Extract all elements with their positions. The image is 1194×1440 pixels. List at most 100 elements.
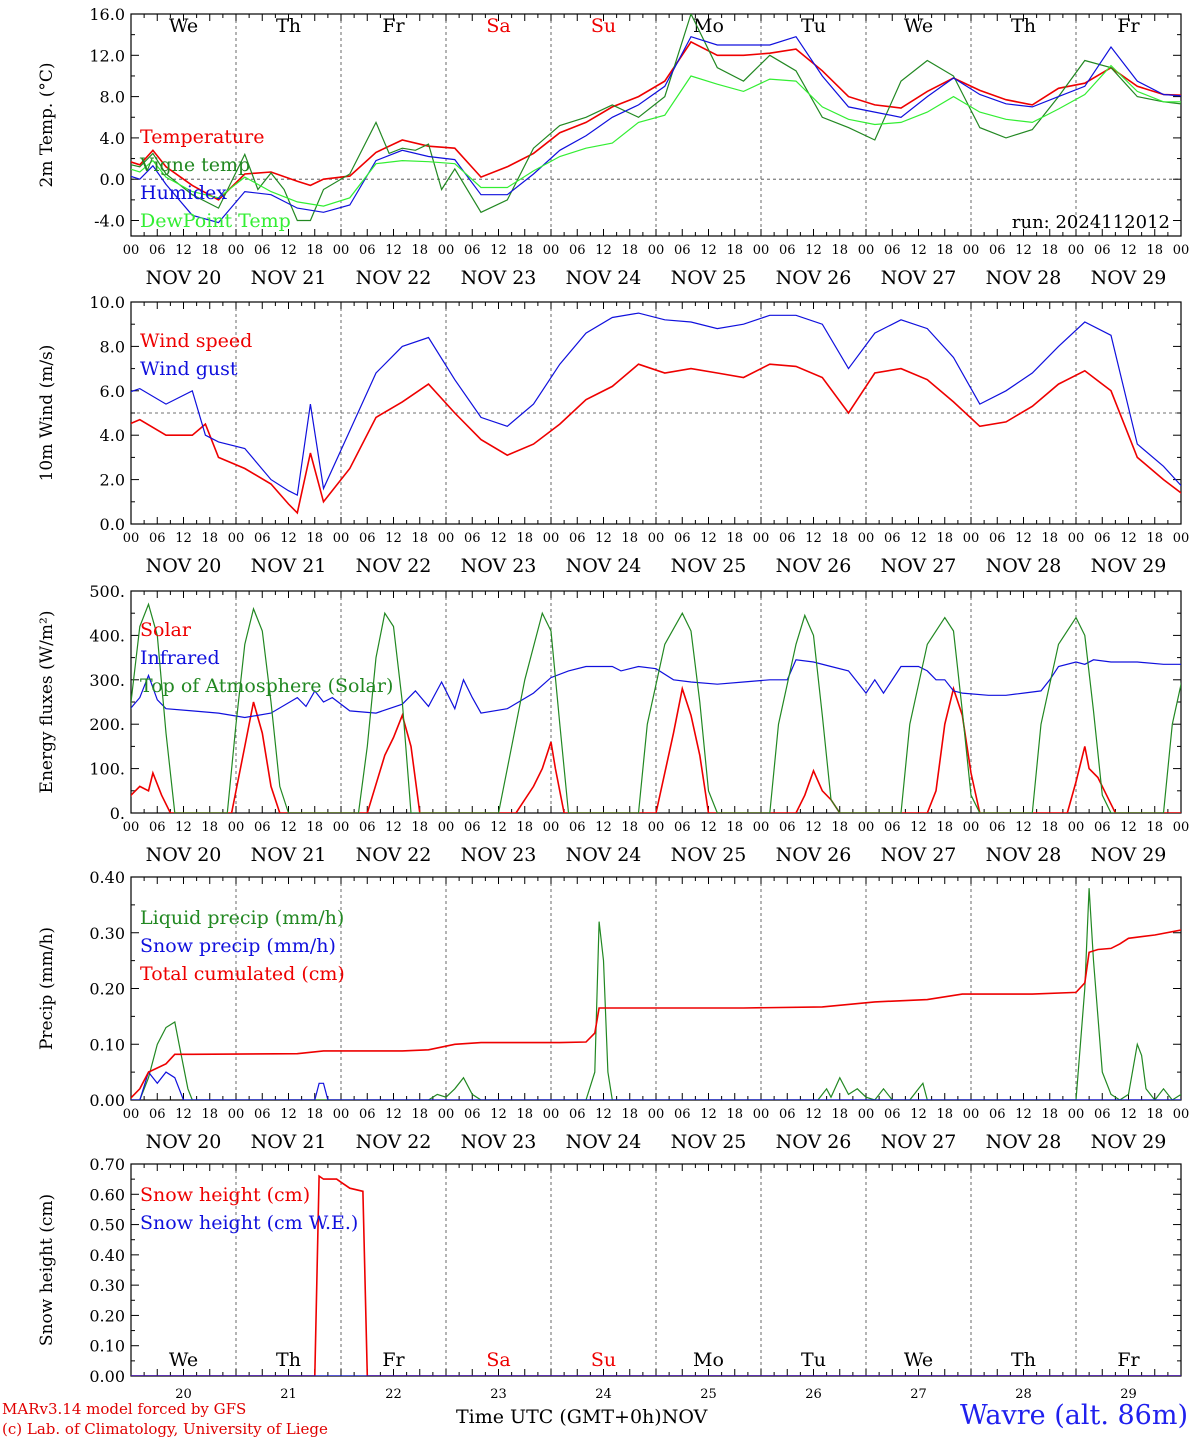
day-number-label: 28 <box>1015 1387 1032 1402</box>
date-label: NOV 23 <box>461 1131 537 1153</box>
hour-tick-label: 00 <box>1068 820 1085 835</box>
legend-entry: Wind gust <box>140 358 238 380</box>
hour-tick-label: 00 <box>858 243 875 258</box>
hour-tick-label: 12 <box>1015 1107 1032 1122</box>
series-line <box>131 888 1181 1100</box>
hour-tick-label: 18 <box>306 820 323 835</box>
date-label: NOV 25 <box>671 267 747 289</box>
hour-tick-label: 06 <box>779 531 796 546</box>
legend-entry: Top of Atmosphere (Solar) <box>140 675 393 697</box>
hour-tick-label: 06 <box>254 1107 271 1122</box>
hour-tick-label: 00 <box>1068 531 1085 546</box>
hour-tick-label: 06 <box>674 531 691 546</box>
hour-tick-label: 06 <box>569 531 586 546</box>
hour-tick-label: 18 <box>201 243 218 258</box>
hour-tick-label: 00 <box>963 243 980 258</box>
date-label: NOV 29 <box>1091 1131 1167 1153</box>
y-tick-label: 0.40 <box>89 1246 125 1265</box>
hour-tick-label: 00 <box>648 243 665 258</box>
weekday-label: Th <box>1011 15 1036 37</box>
hour-tick-label: 00 <box>858 1107 875 1122</box>
y-tick-label: 0.00 <box>89 1367 125 1386</box>
legend-entry: Snow height (cm W.E.) <box>140 1212 358 1234</box>
hour-tick-label: 12 <box>805 243 822 258</box>
run-label: run: 2024112012 <box>1012 212 1170 233</box>
hour-tick-label: 06 <box>464 531 481 546</box>
hour-tick-label: 00 <box>543 1107 560 1122</box>
hour-tick-label: 00 <box>123 820 140 835</box>
hour-tick-label: 12 <box>385 1107 402 1122</box>
time-axis-title: Time UTC (GMT+0h) <box>456 1406 662 1428</box>
hour-tick-label: 12 <box>490 1107 507 1122</box>
hour-tick-label: 00 <box>438 1107 455 1122</box>
hour-tick-label: 12 <box>700 531 717 546</box>
hour-tick-label: 18 <box>1146 820 1163 835</box>
y-tick-label: 0.0 <box>100 170 125 189</box>
panel-5: 0.00 0.10 0.20 0.30 0.40 0.50 0.60 0.70 Snow hei… <box>37 1155 1182 1402</box>
date-label: NOV 29 <box>1091 267 1167 289</box>
weekday-label: We <box>904 1349 933 1371</box>
hour-tick-label: 00 <box>333 1107 350 1122</box>
date-label: NOV 28 <box>986 1131 1062 1153</box>
weekday-label: Su <box>591 1349 616 1371</box>
y-axis-label: 10m Wind (m/s) <box>37 345 57 482</box>
hour-tick-label: 00 <box>438 820 455 835</box>
station-name: Wavre (alt. 86m) <box>960 1400 1188 1431</box>
weekday-label: Sa <box>486 15 510 37</box>
date-label: NOV 26 <box>776 555 852 577</box>
hour-tick-label: 06 <box>779 243 796 258</box>
weekday-label: Sa <box>486 1349 510 1371</box>
hour-tick-label: 12 <box>175 1107 192 1122</box>
panel-3: 0. 100. 200. 300. 400. 500. Energy fluxes (W/m… <box>37 582 1190 866</box>
hour-tick-label: 00 <box>963 531 980 546</box>
y-axis-label: Energy fluxes (W/m²) <box>37 611 57 794</box>
hour-tick-label: 12 <box>1120 531 1137 546</box>
hour-tick-label: 00 <box>1173 820 1190 835</box>
date-label: NOV 27 <box>881 844 957 866</box>
hour-tick-label: 06 <box>359 243 376 258</box>
hour-tick-label: 06 <box>254 820 271 835</box>
date-label: NOV 26 <box>776 844 852 866</box>
weekday-label: Th <box>276 1349 301 1371</box>
hour-tick-label: 18 <box>621 531 638 546</box>
y-tick-label: 2.0 <box>100 471 125 490</box>
date-label: NOV 26 <box>776 267 852 289</box>
weekday-label: Th <box>1011 1349 1036 1371</box>
hour-tick-label: 00 <box>333 820 350 835</box>
hour-tick-label: 18 <box>516 820 533 835</box>
hour-tick-label: 06 <box>989 820 1006 835</box>
hour-tick-label: 00 <box>438 531 455 546</box>
weekday-label: Tu <box>801 1349 826 1371</box>
date-label: NOV 25 <box>671 555 747 577</box>
series-line <box>131 1070 1181 1100</box>
hour-tick-label: 18 <box>936 820 953 835</box>
hour-tick-label: 06 <box>674 243 691 258</box>
hour-tick-label: 18 <box>516 1107 533 1122</box>
hour-tick-label: 00 <box>753 820 770 835</box>
y-tick-label: 8.0 <box>100 337 125 356</box>
series-line <box>131 1174 1181 1376</box>
y-tick-label: 0.00 <box>89 1091 125 1110</box>
hour-tick-label: 00 <box>228 243 245 258</box>
hour-tick-label: 06 <box>884 531 901 546</box>
hour-tick-label: 18 <box>831 820 848 835</box>
weekday-label: Th <box>276 15 301 37</box>
weekday-label: Mo <box>693 15 724 37</box>
hour-tick-label: 12 <box>1120 243 1137 258</box>
hour-tick-label: 18 <box>411 1107 428 1122</box>
hour-tick-label: 00 <box>648 820 665 835</box>
date-label: NOV 22 <box>356 1131 432 1153</box>
day-number-label: 24 <box>595 1387 612 1402</box>
hour-tick-label: 18 <box>201 1107 218 1122</box>
hour-tick-label: 06 <box>464 820 481 835</box>
hour-tick-label: 18 <box>1146 531 1163 546</box>
day-number-label: 27 <box>910 1387 927 1402</box>
hour-tick-label: 00 <box>1068 1107 1085 1122</box>
day-number-label: 22 <box>385 1387 402 1402</box>
y-tick-label: 0.0 <box>100 515 125 534</box>
hour-tick-label: 18 <box>201 531 218 546</box>
hour-tick-label: 00 <box>963 820 980 835</box>
weekday-label: Fr <box>1117 1349 1140 1371</box>
hour-tick-label: 18 <box>201 820 218 835</box>
y-tick-label: 0.20 <box>89 1306 125 1325</box>
